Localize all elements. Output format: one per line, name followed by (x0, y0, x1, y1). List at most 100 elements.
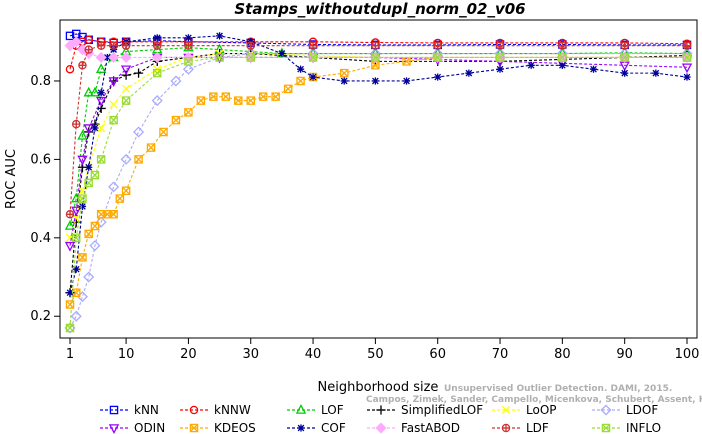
point-ldf-30 (246, 41, 255, 50)
series-line-cof (69, 35, 688, 293)
chart-title: Stamps_withoutdupl_norm_02_v06 (234, 0, 525, 18)
point-odin-3 (77, 155, 88, 166)
point-ldf-8 (109, 41, 118, 50)
point-kdeos-3 (78, 253, 87, 262)
series-line-knnw (69, 39, 688, 70)
legend-item-odin: ODIN (100, 421, 165, 434)
legend-label-ldof: LDOF (626, 403, 658, 417)
x-tick-label-50: 50 (367, 347, 384, 362)
point-inflo-70 (495, 53, 505, 62)
legend-item-fastabod: FastABOD (367, 421, 460, 434)
legend-item-simplifiedlof: SimplifiedLOF (367, 403, 483, 417)
legend-marker-kdeos (189, 423, 199, 433)
point-knnw-1 (65, 64, 75, 74)
legend-item-ldf: LDF (492, 421, 549, 434)
series-line-ldof (69, 52, 687, 329)
point-fastabod-8 (108, 51, 120, 63)
series-line-lof (69, 47, 688, 227)
point-inflo-15 (153, 68, 162, 78)
point-cof-80 (558, 61, 566, 69)
point-ldf-3 (78, 61, 87, 70)
x-tick-label-90: 90 (616, 347, 633, 362)
point-cof-7 (103, 53, 111, 62)
legend-label-cof: COF (321, 421, 346, 434)
point-kdeos-14 (146, 143, 156, 152)
point-inflo-3 (78, 194, 87, 203)
point-odin-10 (120, 65, 132, 76)
point-cof-75 (527, 61, 535, 69)
point-cof-3 (78, 202, 87, 211)
point-ldf-90 (620, 41, 629, 50)
point-cof-85 (589, 65, 598, 73)
point-inflo-30 (246, 53, 255, 62)
legend-label-fastabod: FastABOD (401, 421, 460, 434)
point-fastabod-2 (70, 36, 82, 48)
point-kdeos-24 (209, 92, 218, 101)
series-layer (64, 29, 693, 334)
point-simplifiedlof-12 (133, 68, 144, 78)
series-odin (64, 53, 693, 252)
point-odin-8 (108, 77, 119, 87)
point-odin-2 (71, 206, 82, 217)
legend-marker-cof (297, 424, 305, 432)
x-tick-label-80: 80 (554, 347, 571, 362)
point-loop-6 (97, 123, 106, 133)
point-odin-6 (95, 96, 107, 107)
point-kdeos-4 (84, 229, 93, 239)
point-inflo-4 (84, 178, 93, 188)
point-inflo-100 (682, 53, 692, 62)
point-inflo-40 (308, 53, 318, 62)
legend-marker-inflo (601, 423, 611, 433)
y-tick-label-0-8: 0.8 (30, 74, 51, 89)
legend-label-kdeos: KDEOS (214, 421, 256, 434)
point-ldof-8 (108, 181, 120, 193)
point-inflo-80 (558, 53, 567, 62)
point-fastabod-1 (64, 40, 76, 52)
point-ldof-5 (89, 240, 101, 252)
legend-label-ldf: LDF (526, 421, 549, 434)
point-ldf-40 (308, 41, 318, 50)
point-knn-1 (65, 31, 75, 41)
point-inflo-60 (433, 53, 442, 62)
point-inflo-2 (71, 233, 81, 243)
legend-marker-knn (109, 405, 119, 415)
point-cof-55 (402, 77, 411, 85)
point-kdeos-45 (339, 68, 349, 78)
series-line-kdeos (69, 56, 687, 305)
point-kdeos-18 (171, 115, 181, 125)
point-kdeos-22 (196, 96, 206, 105)
watermark: Unsupervised Outlier Detection. DAMI, 20… (366, 384, 702, 405)
legend-item-loop: LoOP (492, 403, 557, 417)
point-cof-50 (371, 77, 379, 85)
point-inflo-5 (90, 170, 100, 180)
y-tick-label-0-2: 0.2 (30, 309, 51, 324)
point-ldof-15 (151, 95, 163, 107)
point-kdeos-2 (71, 288, 81, 297)
point-ldof-12 (133, 126, 145, 138)
point-inflo-20 (184, 57, 193, 66)
point-kdeos-20 (184, 108, 193, 117)
legend-item-kdeos: KDEOS (180, 421, 256, 434)
point-kdeos-5 (90, 221, 100, 231)
legend-marker-ldof (600, 404, 612, 416)
watermark-line-1: Unsupervised Outlier Detection. DAMI, 20… (444, 384, 672, 394)
point-ldf-15 (153, 41, 162, 50)
legend: kNN kNNW LOF SimplifiedLOF LoOP LDOF ODIN KDEOS… (100, 403, 661, 434)
legend-item-ldof: LDOF (592, 403, 658, 417)
point-cof-1 (66, 289, 74, 297)
point-ldf-10 (121, 41, 131, 50)
y-tick-label-0-6: 0.6 (30, 152, 51, 167)
point-inflo-25 (215, 53, 224, 62)
legend-label-knnw: kNNW (214, 403, 251, 417)
point-cof-65 (465, 69, 473, 77)
point-ldf-6 (96, 41, 106, 50)
legend-marker-lof (295, 404, 307, 414)
point-ldof-6 (95, 216, 107, 228)
point-cof-6 (97, 89, 105, 97)
y-axis-label: ROC AUC (4, 149, 19, 209)
legend-label-lof: LOF (321, 403, 344, 417)
x-tick-label-40: 40 (305, 347, 322, 362)
point-cof-90 (621, 69, 629, 77)
x-tick-label-30: 30 (242, 347, 259, 362)
